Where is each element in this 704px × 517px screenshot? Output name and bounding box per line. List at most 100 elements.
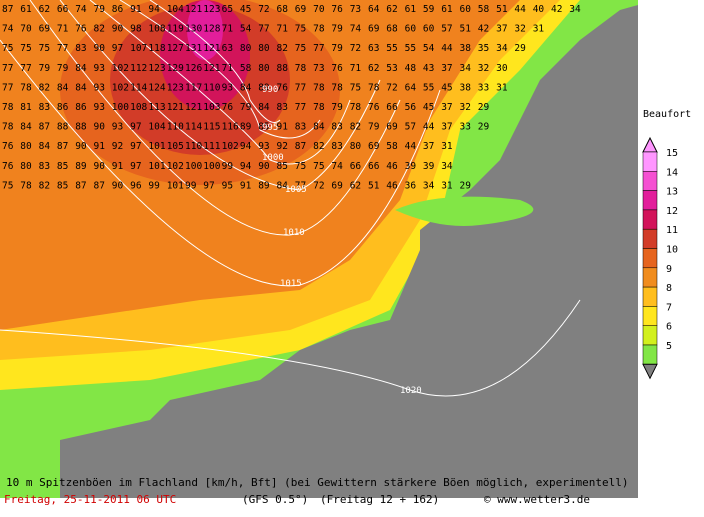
gust-value: 44 [423,122,435,133]
gust-value: 101 [148,141,165,152]
gust-value: 78 [295,63,307,74]
gust-value: 58 [478,4,490,15]
gust-value: 110 [203,82,220,93]
gust-value: 127 [167,43,184,54]
gust-value: 29 [460,180,472,191]
gust-value: 69 [295,4,307,15]
legend-label: 15 [666,148,678,159]
gust-value: 51 [460,24,472,35]
gust-value: 38 [460,43,472,54]
gust-value: 77 [313,43,324,54]
gust-value: 76 [222,102,234,113]
gust-value: 75 [39,43,50,54]
gust-value: 77 [2,82,13,93]
gust-value: 39 [405,161,417,172]
gust-value: 116 [222,122,239,133]
gust-value: 78 [313,24,325,35]
gust-value: 44 [441,43,453,54]
isobar-label: 990 [262,85,278,95]
gust-value: 128 [203,24,220,35]
gust-value: 34 [423,180,435,191]
isobar-line [119,0,321,139]
gust-value: 93 [94,102,105,113]
gust-value: 32 [478,63,489,74]
gust-value: 105 [167,141,184,152]
gust-value: 75 [295,43,306,54]
gust-value: 51 [496,4,508,15]
gust-value: 121 [203,63,220,74]
gust-value: 74 [2,24,14,35]
gust-value: 54 [423,43,435,54]
gust-value: 84 [258,102,270,113]
gust-value: 97 [203,180,214,191]
gust-value: 82 [277,43,288,54]
gust-value: 69 [368,24,380,35]
sea-inlet [395,196,534,226]
isobar-line [149,0,281,123]
gust-value: 46 [386,180,398,191]
gust-value: 84 [75,63,87,74]
gust-value: 44 [514,4,526,15]
gust-value: 86 [57,102,69,113]
gust-value: 66 [368,161,380,172]
gust-value: 82 [39,180,50,191]
gust-value: 77 [258,24,269,35]
gust-value: 55 [386,43,397,54]
gust-value: 87 [57,141,68,152]
gust-value: 101 [167,180,184,191]
gust-value: 79 [331,102,343,113]
gust-value: 61 [20,4,32,15]
legend-swatch [642,286,658,307]
gust-value: 42 [478,24,489,35]
gust-value: 63 [222,43,233,54]
gust-value: 29 [514,43,526,54]
gust-value: 100 [112,102,129,113]
gust-value: 35 [478,43,489,54]
gust-value: 29 [478,102,490,113]
gust-values: 87 61 62 66 74 79 86 91 94 104 121 123 65 45 72 68 69 70 7… [2,4,581,191]
gust-value: 55 [423,82,434,93]
gust-value: 55 [405,43,416,54]
gust-value: 45 [423,102,434,113]
gust-value: 79 [331,24,343,35]
gust-value: 93 [94,82,105,93]
legend-label: 8 [666,283,672,294]
gust-value: 99 [222,161,234,172]
gust-value: 75 [295,161,306,172]
gust-value: 59 [423,4,435,15]
gust-value: 89 [258,82,270,93]
gust-value: 74 [75,4,87,15]
gust-value: 83 [277,102,288,113]
gust-value: 75 [2,180,13,191]
gust-value: 94 [240,161,252,172]
legend-swatch [642,171,658,191]
gust-value: 62 [39,4,50,15]
gust-value: 88 [75,122,87,133]
caption: 10 m Spitzenböen im Flachland [km/h, Bft… [6,476,629,489]
gust-value: 123 [148,63,165,74]
gust-value: 104 [148,122,165,133]
gust-value: 110 [185,141,202,152]
gust-value: 113 [148,102,165,113]
legend-swatch [642,248,658,269]
gust-value: 39 [423,161,435,172]
gust-value: 78 [20,82,32,93]
gust-value: 94 [148,4,160,15]
gust-value: 71 [277,24,289,35]
gust-value: 45 [240,4,251,15]
gust-value: 40 [533,4,545,15]
gust-value: 75 [295,24,306,35]
gust-value: 100 [185,161,202,172]
gust-value: 75 [350,82,361,93]
gust-value: 65 [222,4,233,15]
gust-value: 85 [277,161,288,172]
gust-value: 77 [295,82,306,93]
gust-value: 130 [185,24,202,35]
gust-value: 37 [441,102,452,113]
gust-value: 66 [57,4,69,15]
isobar-line [0,299,581,397]
gust-value: 80 [20,161,32,172]
gust-value: 78 [2,122,14,133]
gust-value: 32 [460,102,471,113]
gust-value: 80 [240,43,252,54]
